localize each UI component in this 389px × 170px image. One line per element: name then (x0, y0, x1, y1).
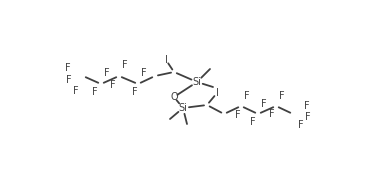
Text: F: F (269, 109, 275, 119)
Text: F: F (305, 112, 311, 122)
Text: F: F (132, 87, 138, 97)
Text: F: F (65, 63, 71, 73)
Text: F: F (122, 60, 128, 70)
Text: F: F (279, 91, 285, 101)
Text: F: F (244, 91, 250, 101)
Text: F: F (73, 86, 79, 96)
Text: F: F (250, 117, 256, 127)
Text: Si: Si (193, 77, 202, 87)
Text: F: F (298, 120, 304, 130)
Text: F: F (235, 110, 241, 120)
Text: F: F (92, 87, 98, 97)
Text: F: F (66, 75, 72, 85)
Text: F: F (104, 68, 110, 78)
Text: Si: Si (179, 103, 187, 113)
Text: O: O (170, 92, 178, 102)
Text: F: F (141, 68, 147, 78)
Text: F: F (110, 80, 116, 90)
Text: I: I (165, 55, 167, 65)
Text: F: F (261, 99, 267, 109)
Text: I: I (216, 88, 219, 98)
Text: F: F (304, 101, 310, 111)
